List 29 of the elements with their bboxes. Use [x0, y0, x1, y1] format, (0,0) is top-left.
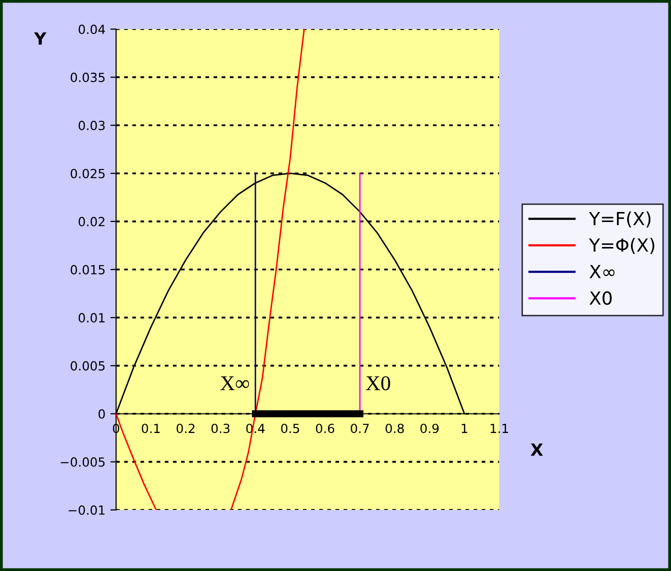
y-tick-label: 0.02: [78, 216, 104, 226]
x-tick-label: 0.7: [350, 424, 369, 434]
annotation: X0: [366, 376, 390, 390]
y-tick-label: 0.035: [70, 72, 105, 82]
y-tick-label: 0.01: [78, 313, 105, 323]
annotation: X∞: [220, 376, 250, 390]
y-tick-label: −0.01: [68, 505, 105, 515]
x-axis-title: X: [530, 444, 543, 456]
x-tick-label: 0.9: [420, 424, 439, 434]
x-tick-label: 0.5: [281, 424, 300, 434]
legend-label: Y=F(X): [588, 211, 650, 228]
y-tick-label: 0: [98, 409, 105, 419]
x-tick-label: 0.1: [142, 424, 160, 434]
legend-label: X0: [590, 291, 612, 305]
x-tick-label: 0.8: [386, 424, 404, 434]
x-tick-label: 1.1: [490, 424, 508, 433]
y-tick-label: 0.025: [70, 168, 105, 178]
x-tick-label: 0.2: [176, 424, 194, 434]
legend-label: X∞: [590, 264, 614, 278]
legend-label: Y=Φ(X): [588, 238, 654, 254]
y-tick-label: −0.005: [60, 457, 105, 467]
y-tick-label: 0.005: [70, 361, 105, 371]
y-tick-label: 0.03: [78, 120, 105, 130]
y-tick-label: 0.015: [70, 264, 105, 274]
y-tick-label: 0.04: [78, 24, 105, 34]
x-tick-label: 0.3: [211, 424, 230, 434]
y-axis-title: Y: [34, 32, 46, 45]
x-tick-label: 0.6: [316, 424, 334, 434]
x-tick-label: 1: [462, 424, 468, 433]
